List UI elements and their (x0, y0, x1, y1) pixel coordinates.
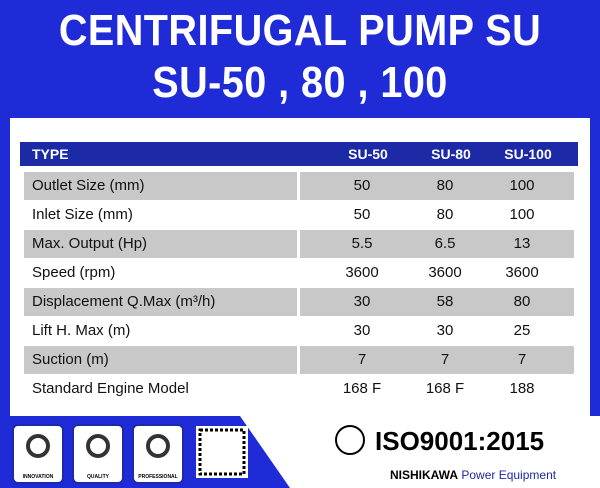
qr-code (196, 426, 248, 478)
value-cell: 80 (436, 206, 454, 223)
row-bg (300, 375, 574, 403)
row-bg (24, 201, 297, 229)
badge-label: QUALITY (87, 474, 109, 480)
value-cell: 50 (353, 177, 371, 194)
badge-label: INNOVATION (22, 474, 54, 480)
title-line: SU-50 , 80 , 100 (152, 58, 448, 107)
row-bg (24, 375, 297, 403)
value-cell: 100 (509, 177, 535, 194)
brand: NISHIKAWA (390, 468, 459, 482)
row-bg (24, 172, 297, 200)
row-bg (300, 346, 574, 374)
column-header: SU-80 (431, 146, 471, 162)
certification: ISO9001:2015 (375, 426, 545, 456)
label-cell: Inlet Size (mm) (32, 206, 133, 223)
tagline: Power Equipment (461, 468, 557, 482)
row-bg (300, 288, 574, 316)
row-bg (300, 172, 574, 200)
table-row: Lift H. Max (m) 30 30 25 (24, 317, 574, 345)
qr-pattern (198, 428, 246, 476)
column-header: TYPE (32, 146, 69, 162)
value-cell: 188 (509, 380, 535, 397)
table-panel: TYPE SU-50 SU-80 SU-100 Outlet Size (mm) 50 8… (10, 118, 590, 416)
row-bg (24, 317, 297, 345)
table-row: Suction (m) 7 7 7 (24, 346, 574, 374)
footer: ISO9001:2015 NISHIKAWA Power Equipment I… (0, 416, 600, 488)
value-cell: 3600 (505, 264, 539, 281)
table-row: Displacement Q.Max (m³/h) 30 58 80 (24, 288, 574, 316)
label-cell: Standard Engine Model (32, 380, 189, 397)
value-cell: 25 (513, 322, 531, 339)
column-header: SU-100 (504, 146, 552, 162)
cert-seal (335, 425, 365, 455)
value-cell: 7 (440, 351, 450, 368)
table-row: Speed (rpm) 3600 3600 3600 (24, 259, 574, 287)
row-bg (24, 346, 297, 374)
value-cell: 30 (353, 322, 371, 339)
badge-icon (26, 434, 50, 458)
row-bg (24, 230, 297, 258)
label-cell: Max. Output (Hp) (32, 235, 148, 252)
value-cell: 5.5 (351, 235, 373, 252)
value-cell: 80 (436, 177, 454, 194)
row-bg (24, 259, 297, 287)
table-row: Outlet Size (mm) 50 80 100 (24, 172, 574, 200)
value-cell: 30 (353, 293, 371, 310)
label-cell: Suction (m) (32, 351, 109, 368)
value-cell: 3600 (428, 264, 462, 281)
badge: INNOVATION (12, 424, 64, 484)
badge-label: PROFESSIONAL (138, 474, 178, 480)
row-bg (300, 317, 574, 345)
badge: PROFESSIONAL (132, 424, 184, 484)
value-cell: 3600 (345, 264, 379, 281)
value-cell: 50 (353, 206, 371, 223)
badge-icon (86, 434, 110, 458)
value-cell: 168 F (425, 380, 465, 397)
row-bg (300, 201, 574, 229)
title-line: CENTRIFUGAL PUMP SU (58, 6, 542, 55)
badge: QUALITY (72, 424, 124, 484)
table-header: TYPE SU-50 SU-80 SU-100 (20, 142, 578, 166)
table-row: Standard Engine Model 168 F 168 F 188 (24, 375, 574, 403)
value-cell: 6.5 (434, 235, 456, 252)
value-cell: 30 (436, 322, 454, 339)
label-cell: Outlet Size (mm) (32, 177, 145, 194)
value-cell: 58 (436, 293, 454, 310)
value-cell: 13 (513, 235, 531, 252)
value-cell: 80 (513, 293, 531, 310)
value-cell: 168 F (342, 380, 382, 397)
value-cell: 100 (509, 206, 535, 223)
label-cell: Speed (rpm) (32, 264, 116, 281)
badge-icon (146, 434, 170, 458)
value-cell: 7 (357, 351, 367, 368)
column-header: SU-50 (348, 146, 388, 162)
table-row: Inlet Size (mm) 50 80 100 (24, 201, 574, 229)
label-cell: Displacement Q.Max (m³/h) (32, 293, 216, 310)
label-cell: Lift H. Max (m) (32, 322, 131, 339)
row-bg (300, 230, 574, 258)
value-cell: 7 (517, 351, 527, 368)
row-bg (300, 259, 574, 287)
row-bg (24, 288, 297, 316)
table-row: Max. Output (Hp) 5.5 6.5 13 (24, 230, 574, 258)
brand-line: NISHIKAWA Power Equipment (390, 468, 556, 482)
